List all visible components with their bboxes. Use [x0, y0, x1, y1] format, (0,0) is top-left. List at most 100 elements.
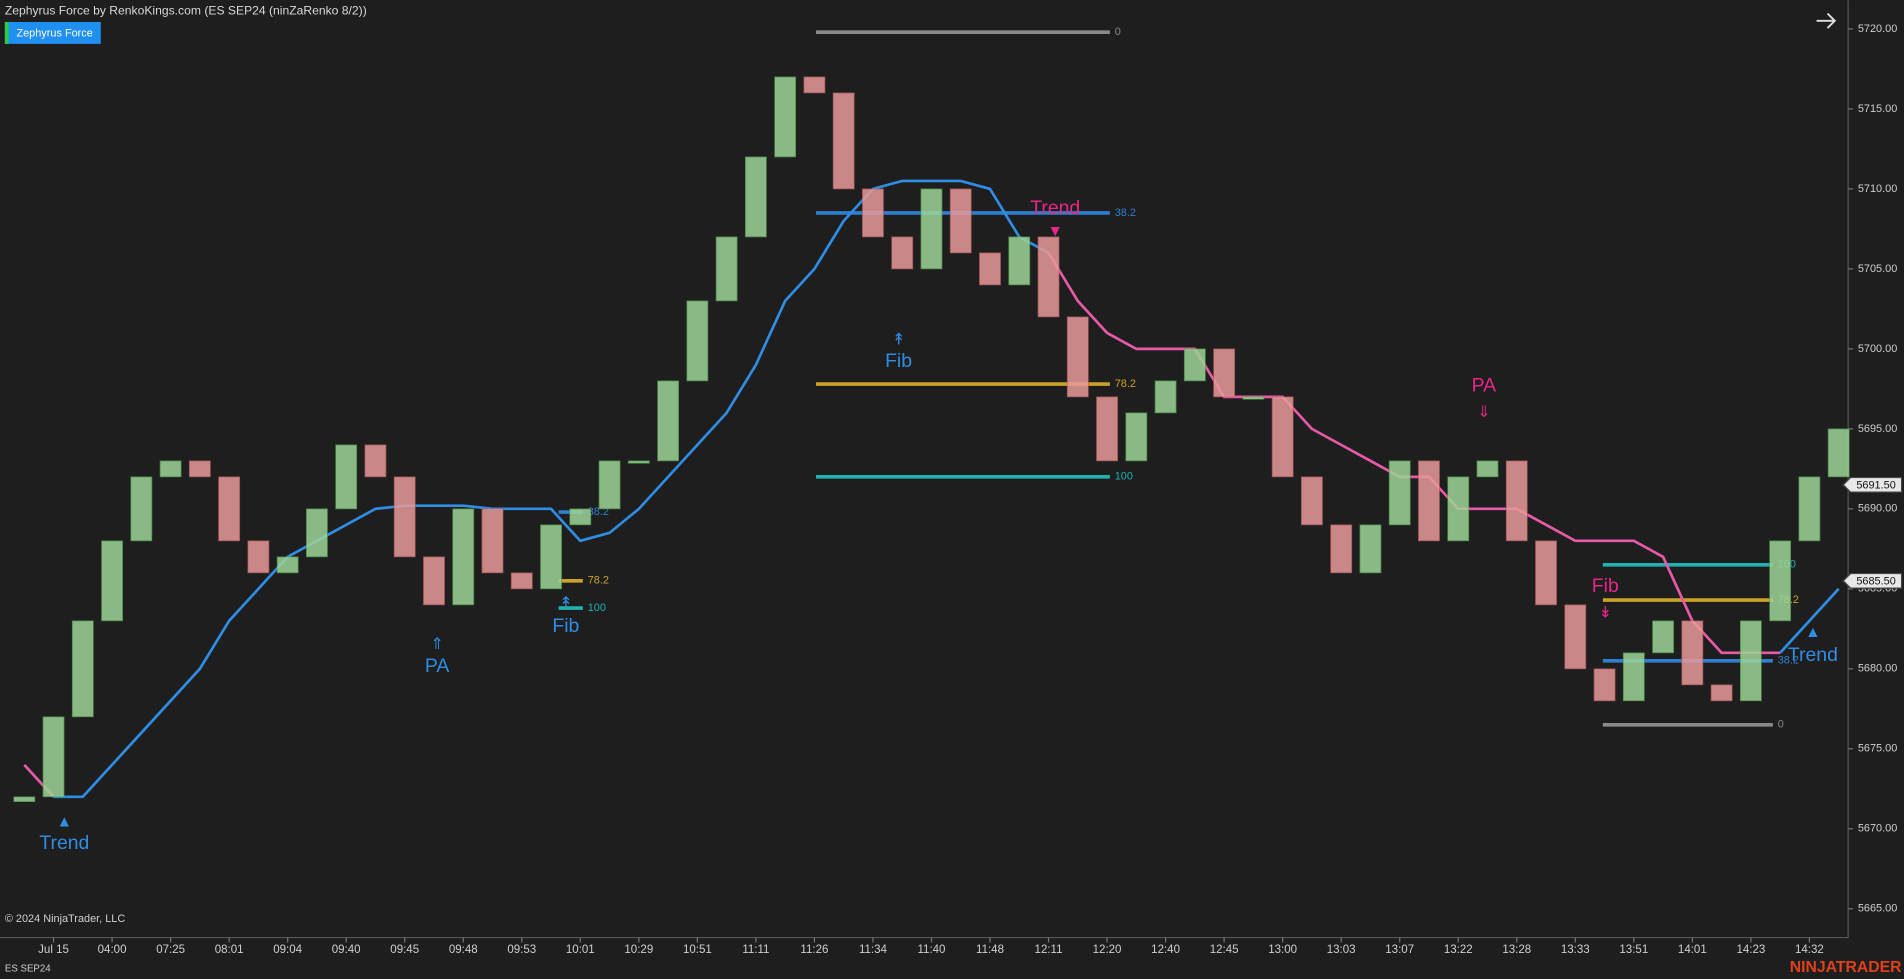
- annotation-arrow: ▲: [1805, 624, 1821, 641]
- x-tick-label: 04:00: [98, 944, 127, 956]
- annotation-arrow: ▼: [1047, 223, 1063, 240]
- down-brick: [393, 476, 416, 558]
- x-tick-label: 13:00: [1268, 944, 1297, 956]
- fib-level-label: 0: [1778, 719, 1784, 731]
- down-brick: [1505, 460, 1528, 542]
- x-tick-label: 10:29: [624, 944, 653, 956]
- down-brick: [1593, 668, 1616, 702]
- price-tag: [1842, 476, 1903, 493]
- fib-level-label: 78.2: [588, 575, 609, 587]
- x-tick-label: 08:01: [215, 944, 244, 956]
- up-brick: [569, 508, 592, 526]
- up-brick: [101, 540, 123, 622]
- up-brick: [1242, 396, 1265, 400]
- up-brick: [540, 524, 562, 590]
- up-brick: [1154, 380, 1177, 414]
- down-brick: [1301, 476, 1323, 526]
- annotation-arrow: ⇓: [1477, 404, 1490, 421]
- price-tag: [1842, 572, 1903, 589]
- x-tick-label: 12:40: [1151, 944, 1180, 956]
- down-brick: [247, 540, 270, 574]
- down-brick: [1330, 524, 1353, 574]
- x-tick-label: 13:22: [1444, 944, 1473, 956]
- indicator-button-label[interactable]: Zephyrus Force: [16, 27, 92, 39]
- annotation-label: Fib: [1592, 575, 1619, 597]
- x-tick-label: 12:20: [1093, 944, 1122, 956]
- down-brick: [1535, 540, 1557, 606]
- annotation-label: PA: [425, 655, 450, 677]
- x-tick-label: 13:03: [1327, 944, 1356, 956]
- down-brick: [481, 508, 504, 574]
- x-tick-label: 09:04: [273, 944, 302, 956]
- down-brick: [1564, 604, 1587, 670]
- x-tick-label: 14:01: [1678, 944, 1707, 956]
- y-tick-label: 5670.00: [1858, 823, 1897, 835]
- down-brick: [1066, 316, 1089, 398]
- x-tick-label: 13:51: [1619, 944, 1648, 956]
- annotation-arrow: ↡: [1599, 605, 1612, 622]
- y-tick-label: 5665.00: [1858, 903, 1897, 915]
- up-brick: [452, 508, 475, 606]
- up-brick: [1652, 620, 1674, 654]
- x-tick-label: 07:25: [156, 944, 185, 956]
- up-brick: [657, 380, 679, 462]
- trend-line: [1047, 252, 1781, 655]
- x-tick-label: 13:28: [1502, 944, 1531, 956]
- x-tick-label: 09:40: [332, 944, 361, 956]
- annotation-label: Trend: [1030, 197, 1080, 219]
- navigate-arrow[interactable]: [1816, 12, 1837, 29]
- trend-line: [53, 179, 1050, 799]
- up-brick: [335, 444, 358, 510]
- down-brick: [949, 188, 972, 254]
- chart-title: Zephyrus Force by RenkoKings.com (ES SEP…: [5, 3, 367, 17]
- annotation-label: Fib: [552, 615, 579, 637]
- x-tick-label: Jul 15: [38, 944, 69, 956]
- up-brick: [130, 476, 153, 542]
- x-tick-label: 11:40: [917, 944, 945, 956]
- annotation-arrow: ↟: [559, 595, 572, 612]
- annotation-arrow: ▲: [57, 813, 73, 830]
- x-tick-label: 11:34: [859, 944, 888, 956]
- y-tick-label: 5690.00: [1858, 503, 1897, 515]
- annotation-label: Trend: [39, 832, 89, 854]
- brand: NINJATRADER: [1790, 959, 1902, 976]
- up-brick: [1622, 652, 1645, 702]
- up-brick: [774, 76, 797, 158]
- down-brick: [803, 76, 826, 94]
- up-brick: [598, 460, 621, 510]
- down-brick: [1681, 620, 1704, 686]
- x-tick-label: 11:11: [742, 944, 769, 956]
- up-brick: [1008, 236, 1031, 286]
- up-brick: [627, 460, 650, 464]
- down-brick: [188, 460, 211, 478]
- down-brick: [423, 556, 445, 606]
- indicator-button[interactable]: [4, 22, 101, 44]
- down-brick: [1213, 348, 1236, 398]
- up-brick: [1798, 476, 1821, 542]
- up-brick: [1388, 460, 1411, 526]
- up-brick: [42, 716, 65, 798]
- y-tick-label: 5680.00: [1858, 663, 1897, 675]
- up-brick: [1125, 412, 1148, 462]
- down-brick: [1418, 460, 1440, 542]
- fib-level-label: 100: [1115, 471, 1133, 483]
- fib-level-label: 0: [1115, 26, 1121, 38]
- up-brick: [920, 188, 943, 270]
- fib-level-label: 38.2: [588, 506, 609, 518]
- copyright: © 2024 NinjaTrader, LLC: [5, 913, 126, 925]
- down-brick: [891, 236, 914, 270]
- x-tick-label: 10:01: [566, 944, 595, 956]
- x-tick-label: 13:33: [1561, 944, 1590, 956]
- x-tick-label: 14:32: [1795, 944, 1824, 956]
- y-tick-label: 5695.00: [1858, 423, 1897, 435]
- x-tick-label: 14:23: [1736, 944, 1765, 956]
- annotation-label: Trend: [1788, 644, 1838, 666]
- fib-level-label: 38.2: [1778, 655, 1799, 667]
- annotation-arrow: ⇑: [431, 636, 444, 653]
- x-tick-label: 12:45: [1210, 944, 1239, 956]
- down-brick: [1710, 684, 1733, 702]
- down-brick: [1037, 236, 1060, 318]
- up-brick: [1183, 348, 1206, 382]
- down-brick: [832, 92, 855, 190]
